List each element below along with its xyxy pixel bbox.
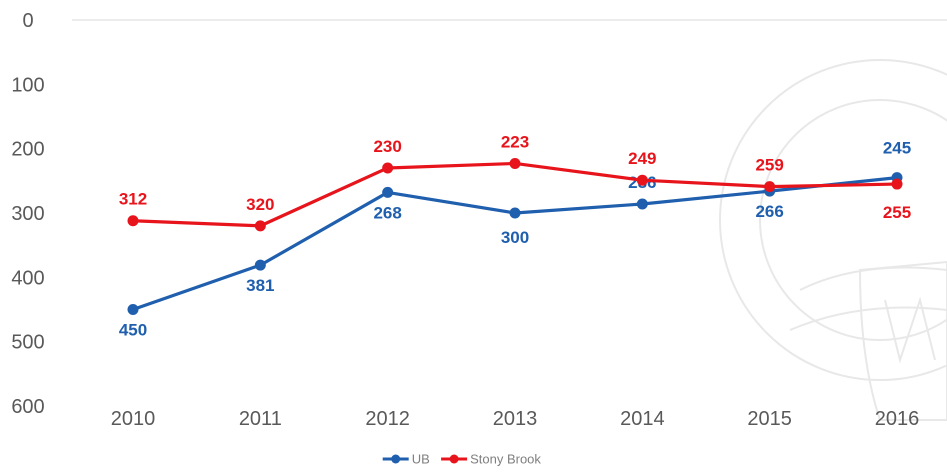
data-point bbox=[764, 181, 776, 193]
legend-item: UB bbox=[382, 452, 430, 467]
x-tick-label: 2011 bbox=[239, 408, 282, 430]
data-label: 450 bbox=[119, 321, 147, 340]
data-point bbox=[382, 162, 394, 174]
series-stony-brook: 312 320 230 223 249 259 255 bbox=[119, 132, 911, 232]
data-label: 223 bbox=[501, 132, 529, 151]
watermark-logo bbox=[719, 59, 947, 421]
y-tick-label: 200 bbox=[11, 139, 44, 161]
legend-label: UB bbox=[412, 452, 430, 467]
data-label: 268 bbox=[373, 203, 401, 222]
legend-item: Stony Brook bbox=[441, 452, 541, 467]
series-layer: 4503812683002862662453123202302232492592… bbox=[119, 132, 911, 339]
y-tick-label: 600 bbox=[11, 396, 44, 418]
data-label: 300 bbox=[501, 228, 529, 247]
data-point bbox=[382, 186, 394, 198]
y-tick-label: 500 bbox=[11, 332, 44, 354]
data-label: 249 bbox=[628, 149, 656, 168]
y-tick-label: 400 bbox=[11, 267, 44, 289]
data-point bbox=[891, 178, 903, 190]
x-tick-label: 2016 bbox=[875, 408, 920, 430]
legend-label: Stony Brook bbox=[470, 452, 541, 467]
data-label: 381 bbox=[246, 276, 274, 295]
data-label: 266 bbox=[755, 202, 783, 221]
x-tick-label: 2012 bbox=[365, 408, 410, 430]
data-point bbox=[127, 215, 139, 227]
y-tick-label: 0 bbox=[22, 10, 33, 32]
legend: UB Stony Brook bbox=[382, 452, 541, 467]
data-point bbox=[509, 157, 521, 169]
data-label: 320 bbox=[246, 195, 274, 214]
x-tick-label: 2015 bbox=[747, 408, 792, 430]
legend-marker bbox=[449, 454, 459, 464]
data-point bbox=[636, 174, 648, 186]
x-tick-label: 2010 bbox=[111, 408, 156, 430]
data-label: 230 bbox=[373, 137, 401, 156]
data-point bbox=[636, 198, 648, 210]
data-label: 245 bbox=[883, 139, 911, 158]
data-label: 255 bbox=[883, 203, 911, 222]
data-label: 312 bbox=[119, 190, 147, 209]
y-axis-ticks: 0 100 200 300 400 500 600 bbox=[11, 10, 44, 418]
data-point bbox=[509, 207, 521, 219]
y-tick-label: 100 bbox=[11, 74, 44, 96]
x-tick-label: 2014 bbox=[620, 408, 665, 430]
data-point bbox=[127, 304, 139, 315]
x-tick-label: 2013 bbox=[493, 408, 538, 430]
x-axis-ticks: 2010 2011 2012 2013 2014 2015 2016 bbox=[111, 408, 920, 430]
legend-marker bbox=[391, 454, 401, 464]
data-label: 259 bbox=[755, 156, 783, 175]
data-point bbox=[254, 259, 266, 271]
series-ub: 450381268300286266245 bbox=[119, 139, 911, 340]
y-tick-label: 300 bbox=[11, 203, 44, 225]
data-point bbox=[254, 220, 266, 232]
